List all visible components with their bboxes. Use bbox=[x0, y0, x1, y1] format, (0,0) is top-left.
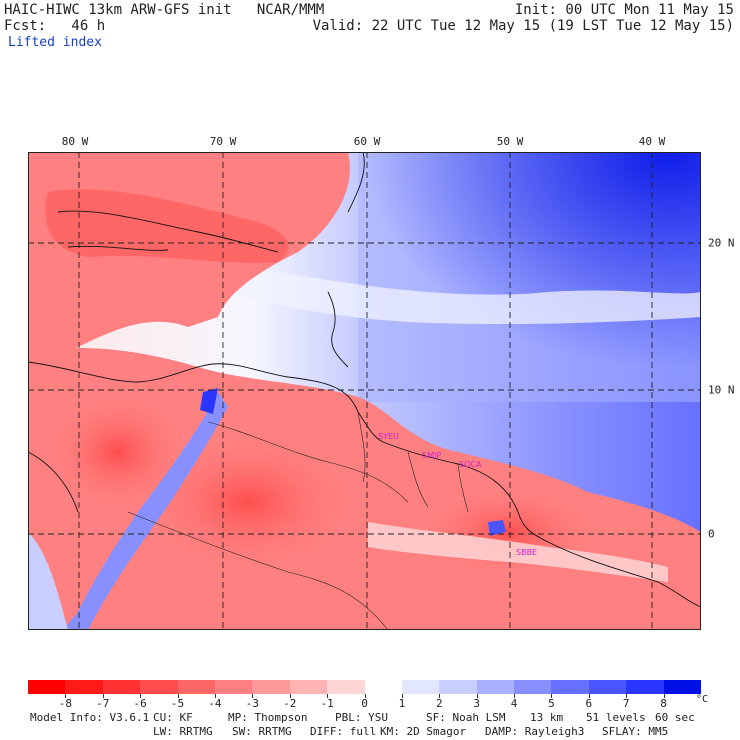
forecast-hour: Fcst: 46 h bbox=[4, 18, 106, 34]
station-sbbe: SBBE bbox=[516, 548, 537, 557]
station-smjp: SMJP bbox=[422, 451, 441, 460]
station-syeu: SYEU bbox=[378, 432, 399, 441]
colorbar-tick bbox=[327, 694, 329, 698]
graticule bbox=[28, 152, 701, 630]
footer-cu: CU: KF bbox=[153, 711, 193, 724]
colorbar-cell bbox=[476, 680, 515, 694]
lon-label-60w: 60 W bbox=[353, 135, 381, 148]
colorbar-label: 7 bbox=[622, 697, 630, 710]
colorbar-cell bbox=[439, 680, 478, 694]
colorbar-cell bbox=[327, 680, 365, 694]
colorbar-label: -1 bbox=[320, 697, 334, 710]
colorbar-cell bbox=[214, 680, 253, 694]
colorbar-cell bbox=[28, 680, 66, 694]
station-soca: SOCA bbox=[459, 460, 482, 469]
colorbar-unit: °C bbox=[695, 694, 709, 705]
amazon-stable-strip bbox=[368, 522, 668, 582]
colorbar-cell bbox=[663, 680, 702, 694]
greater-antilles-unstable bbox=[45, 189, 289, 264]
colorbar-label: 5 bbox=[548, 697, 555, 710]
colorbar-label: 2 bbox=[435, 697, 443, 710]
colorbar-label: 6 bbox=[585, 697, 593, 710]
colorbar-cell bbox=[102, 680, 141, 694]
footer-levels: 51 levels bbox=[586, 711, 646, 724]
colorbar-label: 4 bbox=[510, 697, 518, 710]
lon-label-40w: 40 W bbox=[638, 135, 666, 148]
map-frame bbox=[28, 152, 701, 630]
lifted-index-map: SYEU SMJP SOCA SBBE bbox=[28, 152, 701, 630]
colorbar-cell bbox=[626, 680, 665, 694]
colorbar-label: 8 bbox=[660, 697, 667, 710]
colorbar-cell bbox=[140, 680, 179, 694]
colorbar-tick bbox=[214, 694, 216, 698]
footer-damp: DAMP: Rayleigh3 bbox=[485, 725, 585, 738]
footer-sf: SF: Noah LSM bbox=[426, 711, 506, 724]
lat-label-0: 0 bbox=[708, 527, 715, 541]
footer-mp: MP: Thompson bbox=[228, 711, 308, 724]
colorbar-cell bbox=[401, 680, 440, 694]
colorbar-label: 1 bbox=[398, 697, 406, 710]
colorbar-cell bbox=[65, 680, 104, 694]
footer-diff: DIFF: full bbox=[310, 725, 377, 738]
footer-sflay: SFLAY: MM5 bbox=[602, 725, 669, 738]
colorbar-tick bbox=[514, 694, 516, 698]
colorbar-cell bbox=[252, 680, 291, 694]
coastlines bbox=[28, 152, 701, 608]
lat-label-10n: 10 N bbox=[708, 383, 735, 397]
colorbar-label: -7 bbox=[96, 697, 110, 710]
lon-label-50w: 50 W bbox=[496, 135, 524, 148]
colorbar-label: -3 bbox=[245, 697, 259, 710]
lon-label-80w: 80 W bbox=[61, 135, 89, 148]
lat-label-20n: 20 N bbox=[708, 236, 735, 250]
field-name: Lifted index bbox=[8, 35, 102, 50]
pacific-stable-area bbox=[28, 532, 68, 630]
footer-km: KM: 2D Smagor bbox=[380, 725, 467, 738]
footer-timestep: 60 sec bbox=[655, 711, 695, 724]
init-time: Init: 00 UTC Mon 11 May 15 bbox=[514, 2, 734, 18]
colorbar-cell bbox=[551, 680, 590, 694]
footer-model-info: Model Info: V3.6.1 bbox=[30, 711, 150, 724]
colorbar-label: -2 bbox=[283, 697, 297, 710]
maracaibo-stable-spot bbox=[200, 388, 218, 414]
colorbar-label: -8 bbox=[58, 697, 72, 710]
model-title: HAIC-HIWC 13km ARW-GFS init NCAR/MMM bbox=[4, 2, 325, 18]
valid-time: Valid: 22 UTC Tue 12 May 15 (19 LST Tue … bbox=[312, 18, 734, 34]
footer-pbl: PBL: YSU bbox=[335, 711, 388, 724]
colorbar-label: 0 bbox=[361, 697, 368, 710]
colorbar-cell bbox=[588, 680, 627, 694]
country-borders bbox=[127, 411, 469, 630]
colorbar-tick bbox=[439, 694, 441, 698]
colorbar-tick bbox=[551, 694, 553, 698]
interior-hot-spot-2 bbox=[48, 392, 188, 512]
amazon-mouth-stable-spot bbox=[488, 520, 506, 536]
colorbar-label: -4 bbox=[208, 697, 222, 710]
colorbar-label: -6 bbox=[133, 697, 147, 710]
footer-resolution: 13 km bbox=[530, 711, 564, 724]
colorbar-tick bbox=[588, 694, 590, 698]
interior-hot-spot-1 bbox=[138, 432, 358, 572]
colorbar-tick bbox=[289, 694, 291, 698]
colorbar-tick bbox=[252, 694, 254, 698]
colorbar-cell bbox=[177, 680, 216, 694]
footer-lw: LW: RRTMG bbox=[153, 725, 213, 738]
colorbar-tick bbox=[102, 694, 104, 698]
footer-sw: SW: RRTMG bbox=[232, 725, 292, 738]
colorbar-tick bbox=[140, 694, 142, 698]
andes-stable-strip bbox=[63, 392, 228, 630]
colorbar-tick bbox=[476, 694, 478, 698]
colorbar-tick bbox=[65, 694, 67, 698]
colorbar-tick bbox=[177, 694, 179, 698]
colorbar-cell bbox=[514, 680, 552, 694]
colorbar-label: -5 bbox=[170, 697, 185, 710]
colorbar-label: 3 bbox=[473, 697, 480, 710]
colorbar-cell bbox=[289, 680, 328, 694]
colorbar-tick bbox=[663, 694, 665, 698]
colorbar-tick bbox=[364, 694, 366, 698]
colorbar-tick bbox=[401, 694, 403, 698]
colorbar-cell bbox=[364, 680, 403, 694]
lon-label-70w: 70 W bbox=[209, 135, 237, 148]
colorbar-tick bbox=[626, 694, 628, 698]
mid-latitude-white-band bbox=[228, 262, 701, 325]
